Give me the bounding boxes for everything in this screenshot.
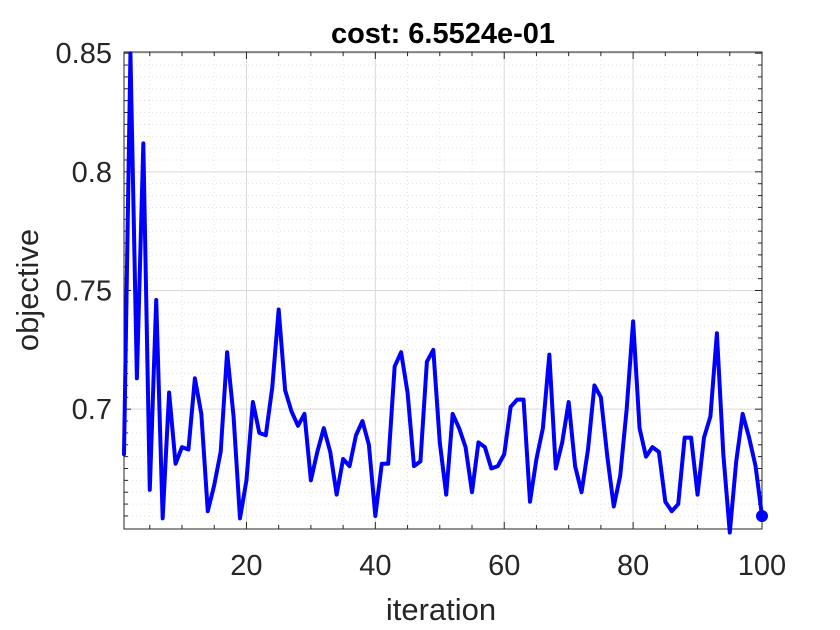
major-grid bbox=[124, 52, 763, 529]
end-point-marker bbox=[756, 509, 768, 522]
x-tick-label: 60 bbox=[488, 550, 520, 582]
plot-frame bbox=[123, 51, 763, 530]
y-tick-label: 0.85 bbox=[56, 38, 112, 70]
y-tick-labels: 0.7 0.75 0.8 0.85 bbox=[56, 38, 112, 426]
x-tick-label: 40 bbox=[359, 550, 391, 582]
series-layer bbox=[122, 51, 768, 535]
chart-title: cost: 6.5524e-01 bbox=[331, 18, 555, 50]
x-tick-label: 80 bbox=[617, 550, 649, 582]
x-tick-label: 100 bbox=[738, 550, 786, 582]
y-axis-label: objective bbox=[10, 229, 45, 351]
x-tick-labels: 20 40 60 80 100 bbox=[230, 550, 786, 582]
x-tick-label: 20 bbox=[230, 550, 262, 582]
series-line bbox=[122, 51, 764, 535]
y-tick-label: 0.8 bbox=[72, 157, 112, 189]
x-axis-label: iteration bbox=[386, 592, 496, 627]
y-tick-label: 0.75 bbox=[56, 276, 112, 308]
y-tick-label: 0.7 bbox=[72, 394, 112, 426]
